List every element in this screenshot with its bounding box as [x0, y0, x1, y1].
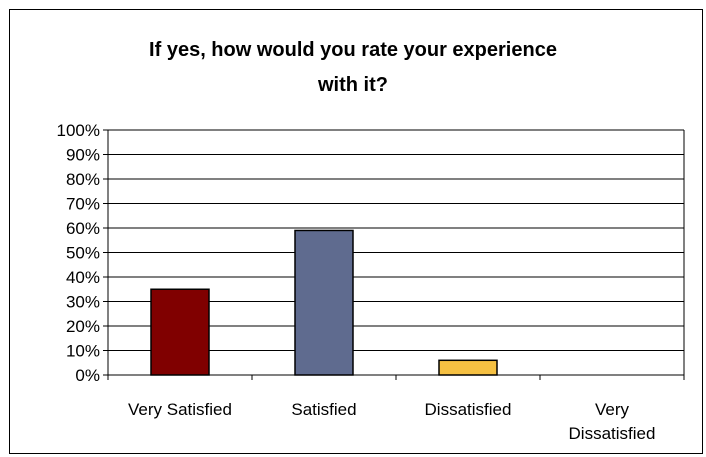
- x-category-label: Satisfied: [291, 400, 356, 419]
- y-tick-label: 100%: [57, 121, 100, 140]
- y-tick-label: 60%: [66, 219, 100, 238]
- chart-title-line-2: with it?: [318, 74, 388, 96]
- y-tick-label: 30%: [66, 293, 100, 312]
- chart-frame: [9, 9, 703, 454]
- x-category-label: Dissatisfied: [425, 400, 512, 419]
- x-category-label: Very: [595, 400, 630, 419]
- y-tick-label: 10%: [66, 342, 100, 361]
- chart-title-line-1: If yes, how would you rate your experien…: [149, 39, 557, 61]
- y-tick-label: 20%: [66, 317, 100, 336]
- bar-dissatisfied: [438, 359, 498, 376]
- y-tick-label: 0%: [75, 366, 100, 385]
- x-category-label: Very Satisfied: [128, 400, 232, 419]
- y-tick-label: 80%: [66, 170, 100, 189]
- y-tick-label: 90%: [66, 146, 100, 165]
- y-tick-label: 70%: [66, 195, 100, 214]
- x-category-label: Dissatisfied: [569, 424, 656, 443]
- y-tick-label: 40%: [66, 268, 100, 287]
- bar-satisfied: [294, 229, 354, 376]
- bar-very-satisfied: [150, 288, 210, 376]
- y-tick-label: 50%: [66, 244, 100, 263]
